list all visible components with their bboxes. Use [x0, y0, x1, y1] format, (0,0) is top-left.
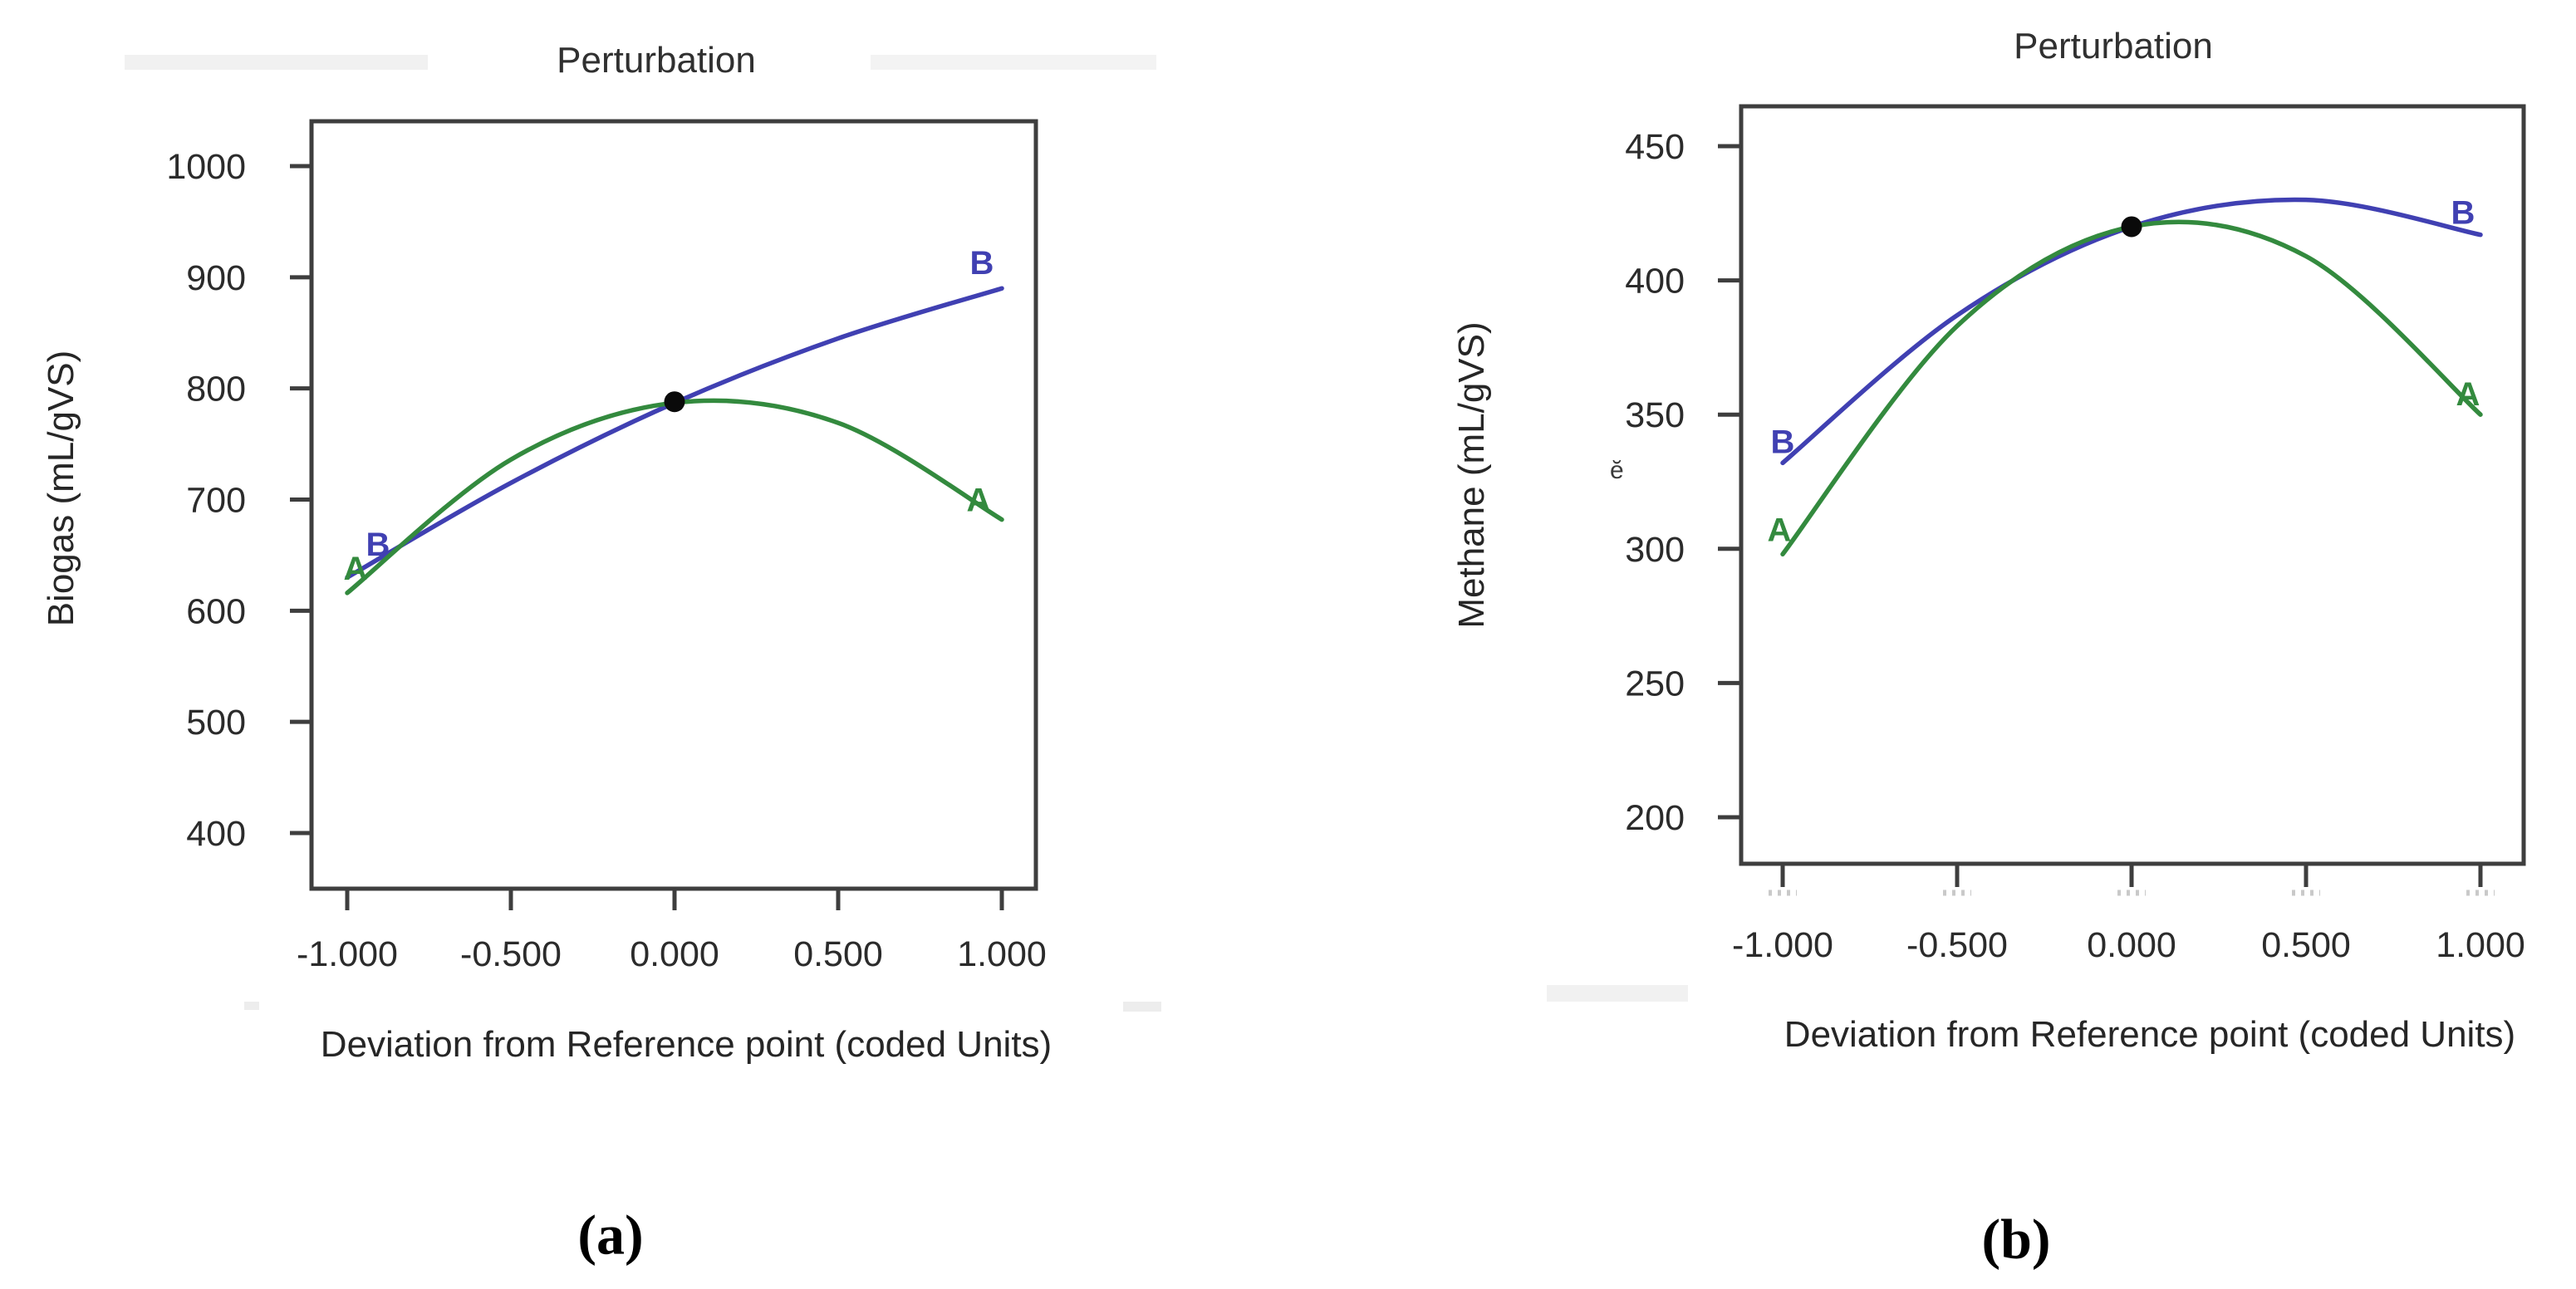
smudge-artifact	[1123, 1002, 1161, 1012]
chart-b-y-tick-label: 250	[1625, 664, 1685, 703]
chart-a-x-tick-label: -0.500	[460, 934, 562, 974]
chart-a-x-tick-label: -1.000	[297, 934, 398, 974]
chart-b-x-tick-label: -0.500	[1906, 925, 2008, 965]
chart-a-y-tick-label: 600	[186, 591, 246, 631]
smudge-artifact	[125, 55, 428, 70]
stray-glyph-artifact: ĕ	[1610, 457, 1624, 484]
chart-b-y-axis-label: Methane (mL/gVS)	[1451, 321, 1492, 629]
chart-b-series-A-left-label: A	[1768, 512, 1792, 548]
chart-a-y-tick-label: 700	[186, 481, 246, 521]
chart-a-x-tick-label: 1.000	[957, 934, 1047, 974]
chart-b-y-tick-label: 350	[1625, 395, 1685, 435]
chart-b-x-tick-label: 1.000	[2436, 925, 2525, 965]
chart-a-series-A-curve	[345, 398, 1004, 595]
chart-b-series-A-right-label: A	[2456, 376, 2480, 413]
chart-a-title: Perturbation	[557, 40, 756, 81]
chart-b-x-tick-label: 0.500	[2261, 925, 2351, 965]
chart-a-y-tick-label: 400	[186, 814, 246, 854]
chart-b-series-B-left-label: B	[1771, 424, 1795, 460]
chart-a-series-A-right-label: A	[967, 483, 991, 519]
chart-b-series-A-curve	[1780, 219, 2483, 557]
smudge-artifact	[244, 1002, 259, 1010]
chart-a-x-axis-label: Deviation from Reference point (coded Un…	[320, 1024, 1052, 1065]
chart-b-reference-point	[2121, 216, 2142, 238]
caption-b: (b)	[1981, 1207, 2051, 1271]
chart-a-series-A-left-label: A	[344, 551, 368, 587]
chart-a-x-tick-label: 0.500	[793, 934, 883, 974]
chart-b-y-tick-label: 200	[1625, 798, 1685, 838]
smudge-artifact	[1547, 985, 1688, 1002]
chart-a-series-B-right-label: B	[970, 245, 994, 282]
chart-b-x-axis-label: Deviation from Reference point (coded Un…	[1784, 1014, 2516, 1055]
chart-a-y-tick-label: 900	[186, 258, 246, 298]
chart-b-x-tick-label: 0.000	[2087, 925, 2176, 965]
chart-b-series-B-right-label: B	[2451, 195, 2475, 232]
chart-b-series-B-curve	[1780, 197, 2483, 466]
smudge-artifact	[871, 55, 1156, 70]
chart-b-title: Perturbation	[2014, 26, 2213, 66]
chart-a-reference-point	[664, 391, 685, 413]
chart-a-x-tick-label: 0.000	[630, 934, 719, 974]
chart-b-x-tick-label: -1.000	[1732, 925, 1833, 965]
chart-a-frame	[309, 119, 1038, 891]
chart-b-y-tick-label: 300	[1625, 530, 1685, 570]
chart-a-y-tick-label: 1000	[166, 147, 246, 187]
chart-a-y-tick-label: 500	[186, 703, 246, 743]
caption-a: (a)	[577, 1203, 644, 1267]
chart-b-y-tick-label: 400	[1625, 262, 1685, 301]
chart-a-series-B-curve	[345, 286, 1004, 580]
chart-a-y-tick-label: 800	[186, 370, 246, 409]
chart-a-y-axis-label: Biogas (mL/gVS)	[41, 350, 81, 627]
chart-b-y-tick-label: 450	[1625, 127, 1685, 167]
